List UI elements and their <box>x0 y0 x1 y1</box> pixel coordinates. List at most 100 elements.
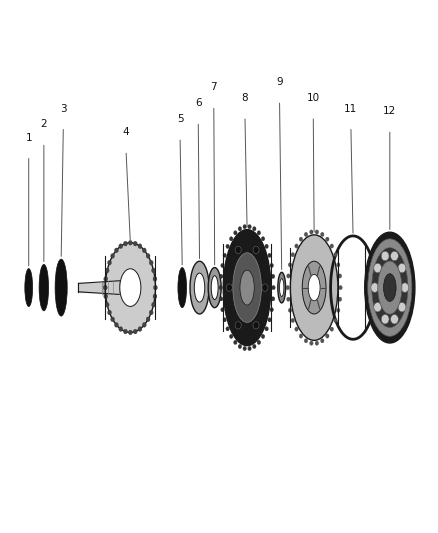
Ellipse shape <box>211 276 218 300</box>
Circle shape <box>371 283 379 292</box>
Ellipse shape <box>103 285 107 290</box>
Ellipse shape <box>219 297 223 301</box>
Ellipse shape <box>39 264 49 311</box>
Ellipse shape <box>271 297 275 301</box>
Ellipse shape <box>288 308 292 312</box>
Ellipse shape <box>230 334 233 338</box>
Ellipse shape <box>334 253 337 257</box>
Circle shape <box>391 251 398 261</box>
Ellipse shape <box>238 227 242 231</box>
Ellipse shape <box>219 286 223 290</box>
Ellipse shape <box>288 263 292 267</box>
Ellipse shape <box>336 263 340 267</box>
Ellipse shape <box>299 237 303 241</box>
Ellipse shape <box>315 341 318 345</box>
Ellipse shape <box>257 231 261 235</box>
Ellipse shape <box>291 253 294 257</box>
Ellipse shape <box>142 248 146 253</box>
Circle shape <box>253 321 259 329</box>
Ellipse shape <box>108 310 111 315</box>
Ellipse shape <box>261 334 265 338</box>
Circle shape <box>374 263 381 273</box>
Ellipse shape <box>302 261 326 314</box>
Ellipse shape <box>325 334 329 338</box>
Text: 12: 12 <box>383 106 396 116</box>
Ellipse shape <box>334 318 337 322</box>
Ellipse shape <box>226 327 230 331</box>
Ellipse shape <box>325 237 329 241</box>
Ellipse shape <box>315 230 318 234</box>
Ellipse shape <box>243 224 247 229</box>
Ellipse shape <box>146 254 150 259</box>
Ellipse shape <box>120 269 141 306</box>
Ellipse shape <box>223 253 226 257</box>
Ellipse shape <box>178 268 187 308</box>
Ellipse shape <box>265 327 268 331</box>
Ellipse shape <box>243 346 247 351</box>
Text: 11: 11 <box>344 103 357 114</box>
Ellipse shape <box>265 244 268 248</box>
Ellipse shape <box>268 318 271 322</box>
Text: 7: 7 <box>211 83 217 92</box>
Ellipse shape <box>105 302 109 307</box>
Ellipse shape <box>133 329 137 334</box>
Ellipse shape <box>338 274 342 278</box>
Ellipse shape <box>152 268 155 273</box>
Ellipse shape <box>233 340 237 344</box>
Ellipse shape <box>270 308 273 312</box>
Circle shape <box>381 314 389 324</box>
Circle shape <box>398 263 406 273</box>
Circle shape <box>381 251 389 261</box>
Ellipse shape <box>253 227 256 231</box>
Ellipse shape <box>295 327 298 331</box>
Ellipse shape <box>271 274 275 278</box>
Ellipse shape <box>223 230 271 345</box>
Ellipse shape <box>142 322 146 327</box>
Ellipse shape <box>248 224 251 229</box>
Ellipse shape <box>278 272 286 303</box>
Ellipse shape <box>153 277 157 281</box>
Ellipse shape <box>339 286 342 290</box>
Ellipse shape <box>378 261 402 314</box>
Ellipse shape <box>153 294 157 298</box>
Ellipse shape <box>304 338 308 343</box>
Ellipse shape <box>272 286 275 290</box>
Ellipse shape <box>310 341 313 345</box>
Ellipse shape <box>194 273 205 302</box>
Text: 9: 9 <box>276 77 283 87</box>
Circle shape <box>253 246 259 254</box>
Ellipse shape <box>233 253 261 322</box>
Text: 5: 5 <box>177 114 184 124</box>
Ellipse shape <box>253 344 256 349</box>
Ellipse shape <box>238 344 242 349</box>
Ellipse shape <box>104 277 108 281</box>
Ellipse shape <box>330 327 333 331</box>
Ellipse shape <box>104 294 108 298</box>
Ellipse shape <box>290 235 338 341</box>
Ellipse shape <box>295 244 298 248</box>
Ellipse shape <box>133 241 137 246</box>
Circle shape <box>226 284 232 292</box>
Ellipse shape <box>208 268 221 308</box>
Ellipse shape <box>138 244 142 248</box>
Ellipse shape <box>128 240 132 245</box>
Ellipse shape <box>291 318 294 322</box>
Ellipse shape <box>321 338 324 343</box>
Ellipse shape <box>286 286 290 290</box>
Ellipse shape <box>124 241 127 246</box>
Ellipse shape <box>286 297 290 301</box>
Ellipse shape <box>310 230 313 234</box>
Circle shape <box>374 302 381 312</box>
Text: 2: 2 <box>41 119 47 130</box>
Ellipse shape <box>257 340 261 344</box>
Ellipse shape <box>152 302 155 307</box>
Text: 3: 3 <box>60 103 67 114</box>
Ellipse shape <box>149 310 153 315</box>
Ellipse shape <box>221 263 224 268</box>
Ellipse shape <box>111 317 115 322</box>
Text: 8: 8 <box>242 93 248 103</box>
Circle shape <box>235 321 241 329</box>
Ellipse shape <box>119 327 123 332</box>
Ellipse shape <box>365 232 415 343</box>
Ellipse shape <box>230 237 233 241</box>
